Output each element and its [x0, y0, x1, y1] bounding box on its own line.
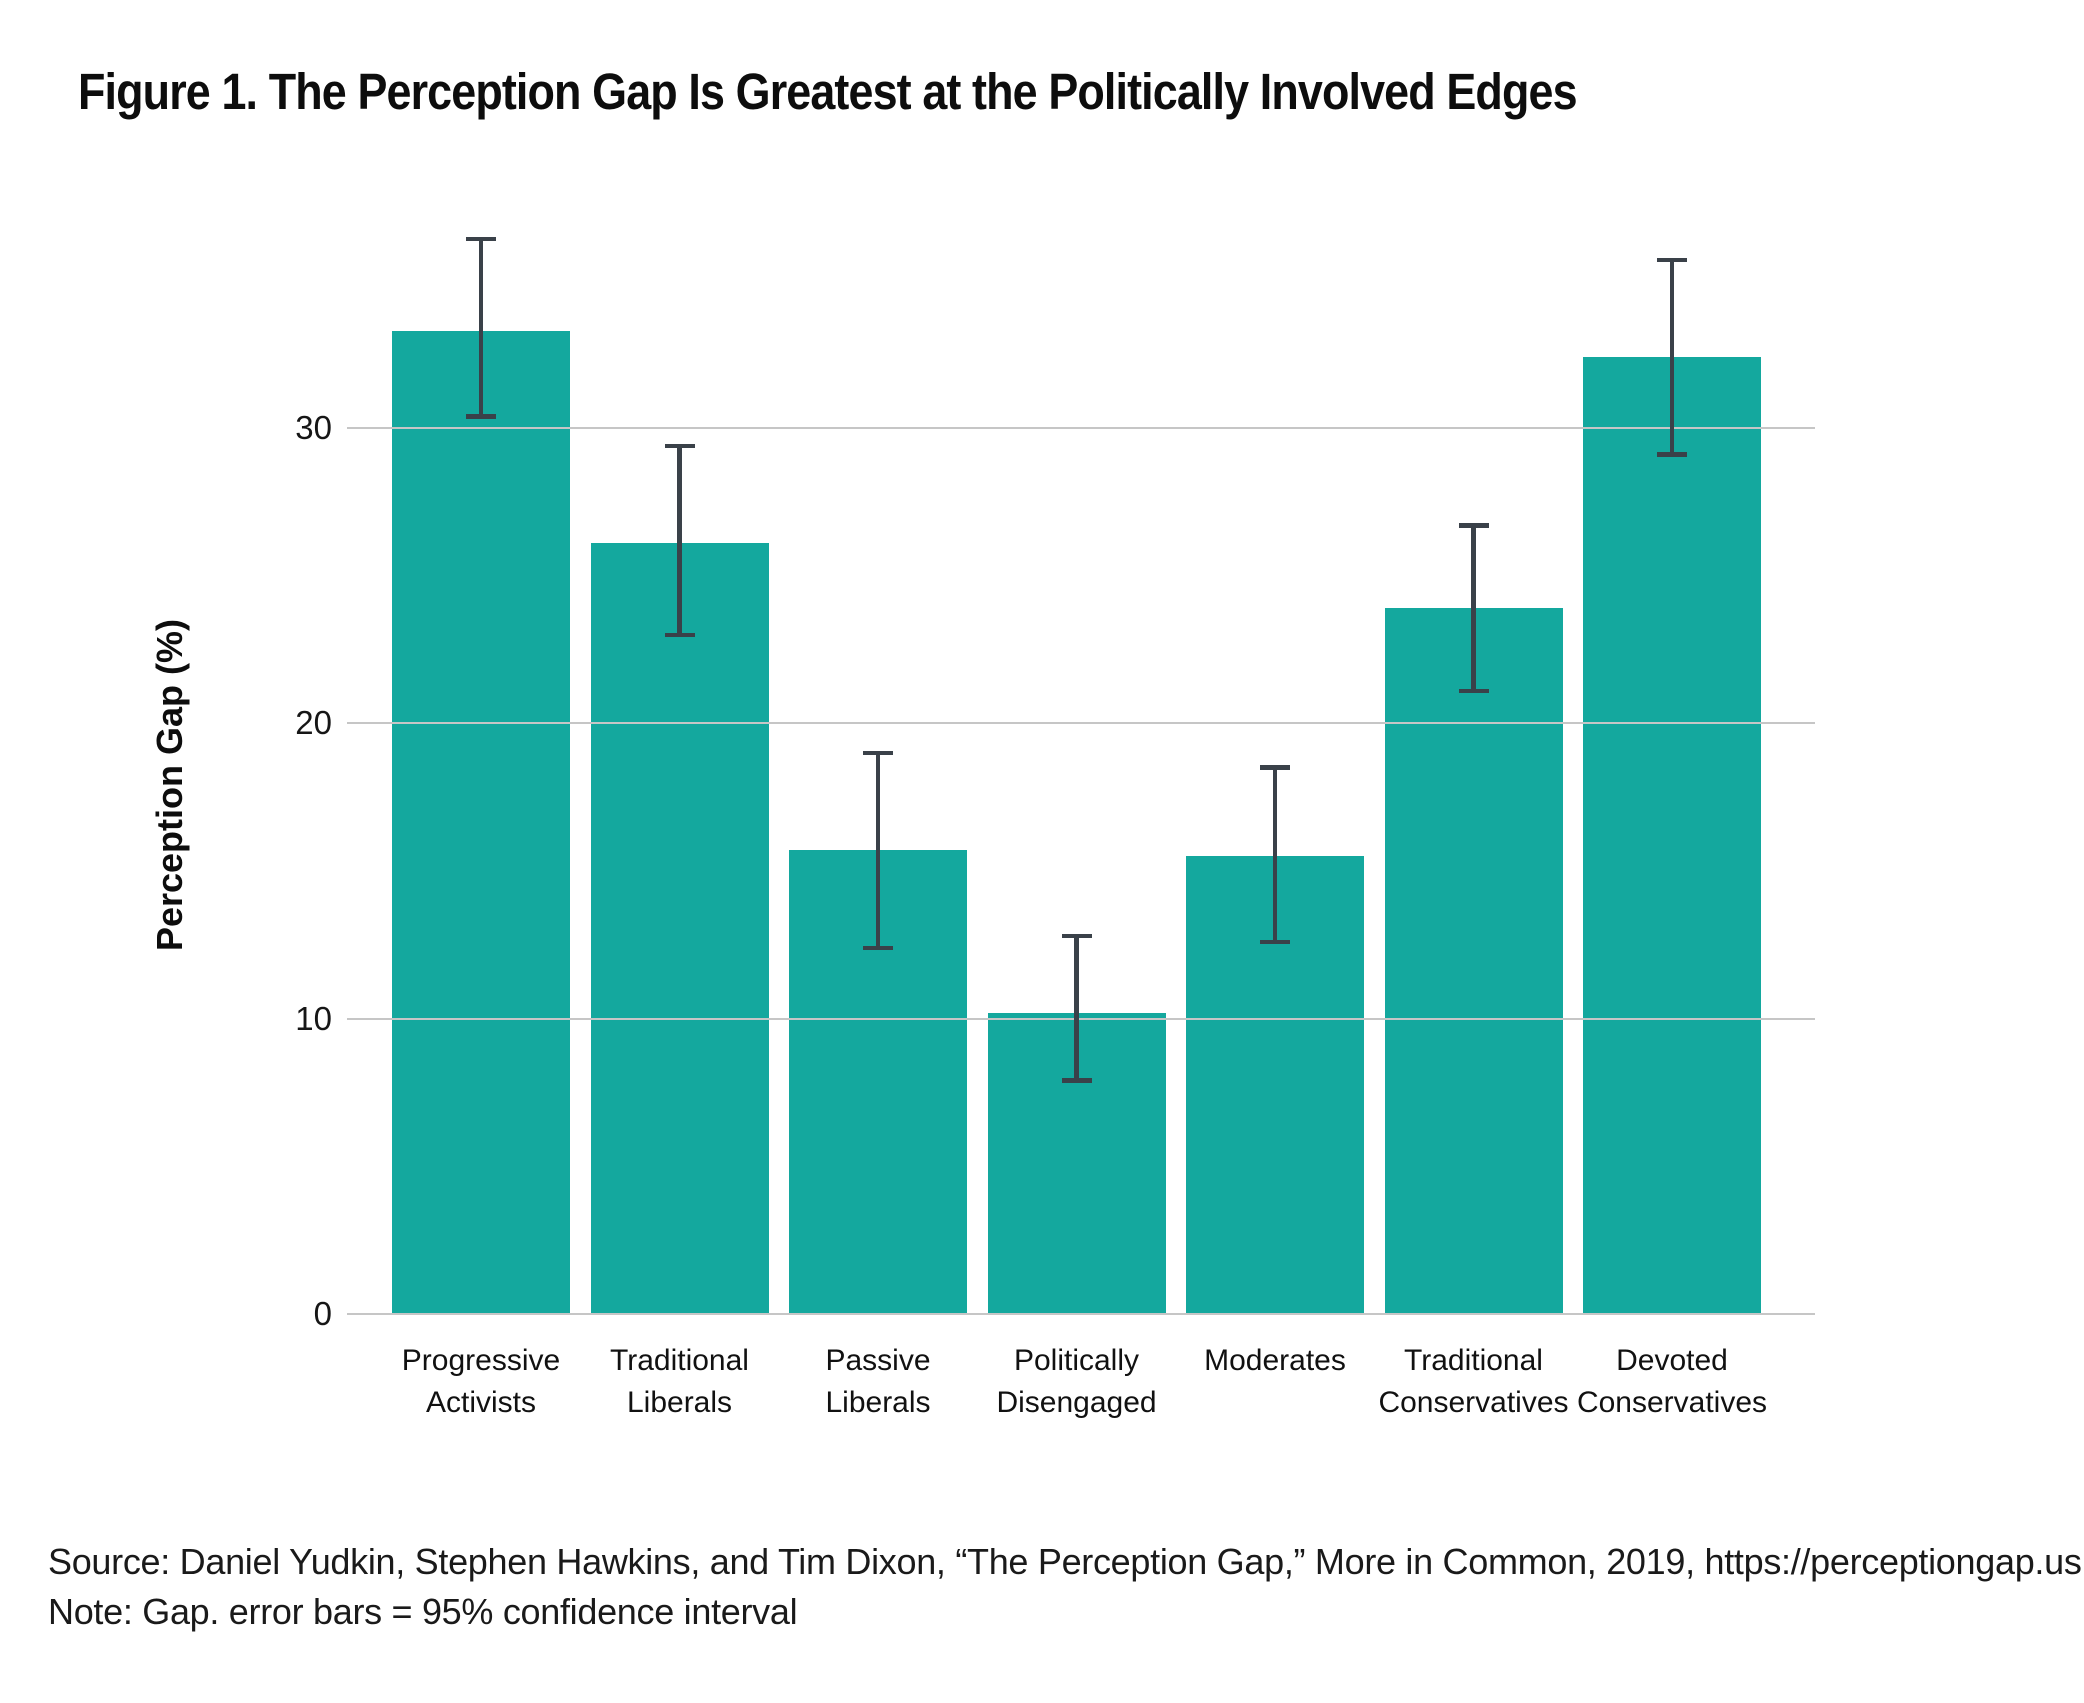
error-bar-stem-2	[875, 752, 881, 948]
y-tick-label-20: 20	[295, 704, 332, 742]
x-category-label-3: Politically Disengaged	[996, 1344, 1157, 1419]
x-category-label-1: Traditional Liberals	[610, 1344, 749, 1419]
error-bar-stem-4	[1272, 767, 1278, 942]
error-bar-cap-bottom-4	[1260, 939, 1290, 945]
bar-0	[392, 330, 570, 1314]
y-tick-label-0: 0	[313, 1295, 332, 1332]
figure-title: Figure 1. The Perception Gap Is Greatest…	[78, 63, 1578, 120]
error-bar-stem-3	[1074, 936, 1079, 1081]
bar-6	[1583, 357, 1761, 1314]
x-category-label-0: Progressive Activists	[401, 1344, 561, 1419]
bar-1	[590, 543, 769, 1314]
error-bar-cap-top-1	[664, 443, 695, 449]
y-tick-label-10: 10	[295, 999, 332, 1037]
error-bar-cap-top-3	[1061, 933, 1092, 939]
error-bar-cap-bottom-0	[466, 414, 496, 419]
error-bar-stem-0	[478, 239, 484, 417]
error-bar-stem-1	[677, 445, 682, 635]
error-bar-cap-bottom-3	[1061, 1078, 1092, 1083]
error-bar-stem-5	[1471, 525, 1476, 691]
error-bar-cap-bottom-5	[1458, 688, 1489, 694]
figure-footer: Source: Daniel Yudkin, Stephen Hawkins, …	[48, 1537, 2084, 1637]
error-bar-cap-top-5	[1458, 523, 1489, 528]
error-bar-cap-top-2	[863, 750, 893, 756]
source-text: Source: Daniel Yudkin, Stephen Hawkins, …	[48, 1541, 2084, 1582]
x-category-label-2: Passive Liberals	[825, 1344, 931, 1419]
x-category-label-6: Devoted Conservatives	[1576, 1344, 1768, 1419]
error-bar-cap-bottom-1	[664, 632, 695, 638]
error-bar-cap-bottom-2	[863, 945, 893, 951]
y-tick-label-30: 30	[295, 409, 332, 447]
gridline-30	[347, 427, 1815, 430]
y-axis-title: Perception Gap (%)	[149, 618, 190, 952]
note-text: Note: Gap. error bars = 95% confidence i…	[48, 1591, 798, 1632]
error-bar-stem-6	[1669, 259, 1675, 455]
error-bar-cap-top-6	[1657, 257, 1687, 263]
error-bar-cap-top-0	[466, 236, 496, 242]
bar-5	[1384, 608, 1563, 1314]
gridline-20	[347, 722, 1815, 725]
x-axis-baseline	[347, 1313, 1815, 1315]
gridline-10	[347, 1017, 1815, 1020]
x-category-label-5: Traditional Conservatives	[1378, 1344, 1569, 1419]
error-bar-cap-bottom-6	[1657, 452, 1687, 457]
x-category-label-4: Moderates	[1204, 1344, 1346, 1377]
error-bar-cap-top-4	[1260, 765, 1290, 770]
